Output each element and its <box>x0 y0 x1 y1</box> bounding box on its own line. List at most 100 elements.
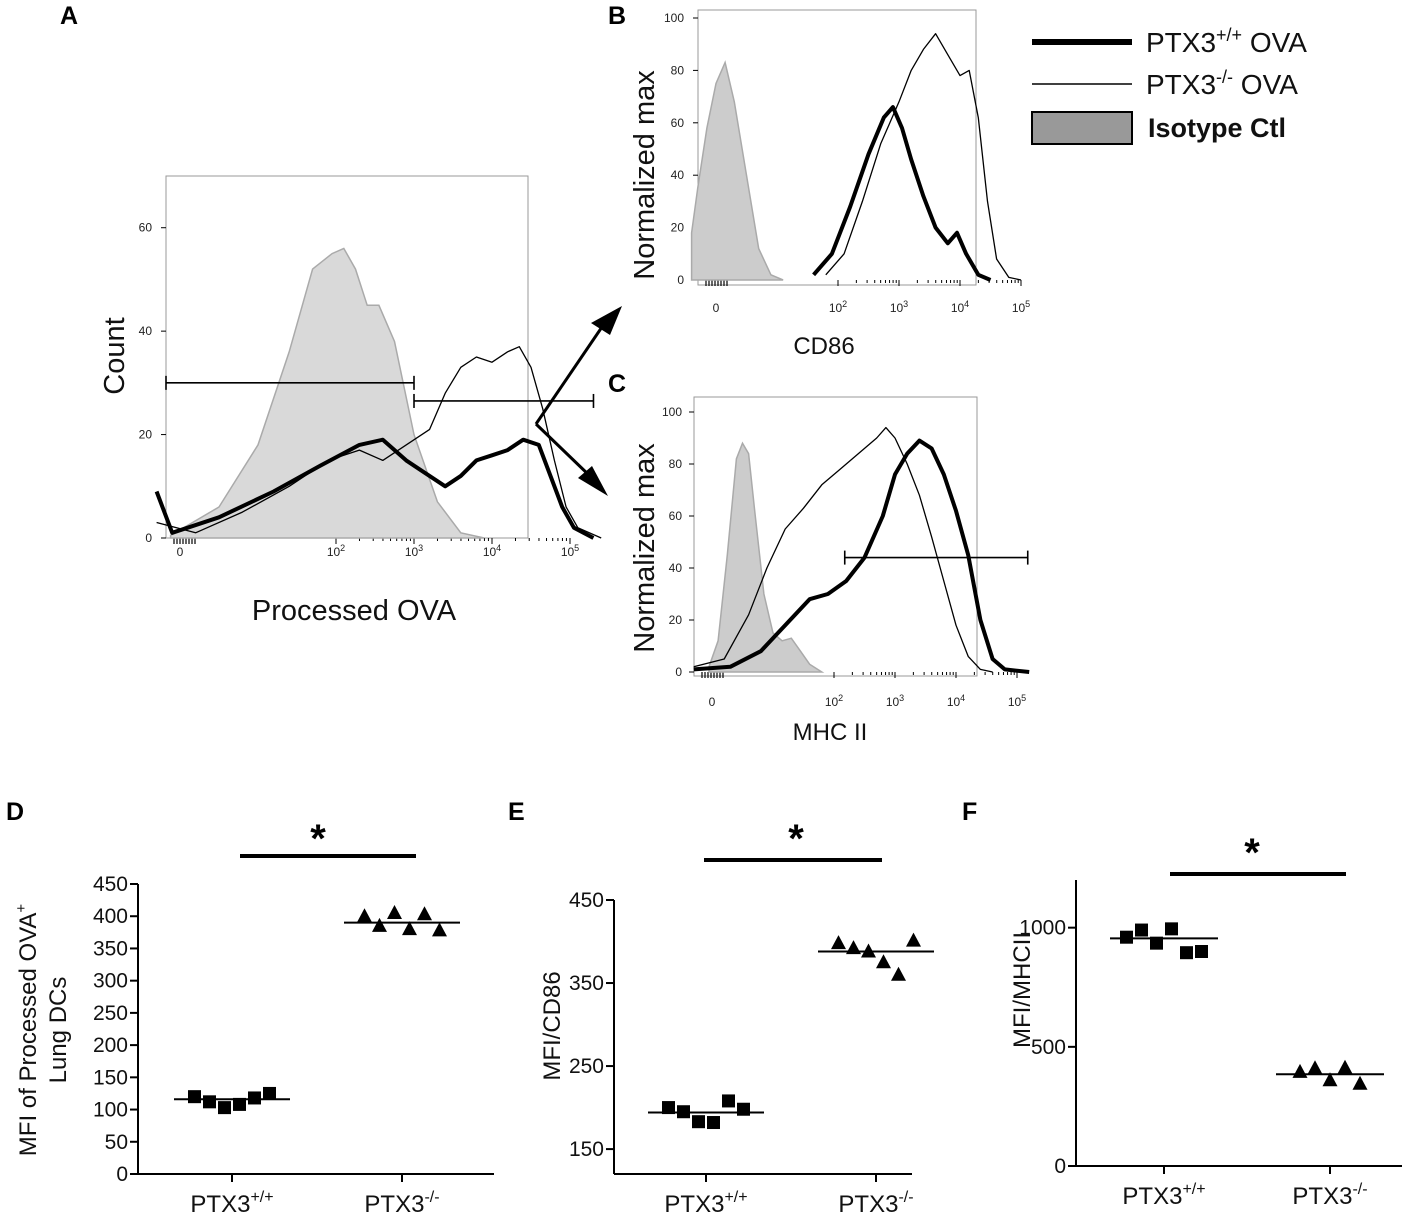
panel-e-category-label: PTX3+/+ <box>664 1189 747 1218</box>
panel-e-ytick-label: 250 <box>569 1055 604 1078</box>
panel-a-xtick-label: 0 <box>177 545 184 559</box>
panel-d-ylabel-line2: Lung DCs <box>45 977 72 1084</box>
panel-d-ytick-label: 200 <box>93 1034 128 1057</box>
panel-letter-c: C <box>608 370 626 398</box>
panel-a-xlabel: Processed OVA <box>252 595 457 627</box>
panel-d-data-point <box>263 1086 276 1100</box>
panel-e-data-point <box>737 1102 750 1116</box>
panel-b-ytick-label: 80 <box>671 63 685 77</box>
panel-b-ytick-label: 60 <box>671 116 685 130</box>
panel-f-significance: * <box>1244 831 1260 875</box>
panel-b-xtick-label: 103 <box>890 299 908 315</box>
panel-e-data-point <box>707 1116 720 1130</box>
legend-ko-label: PTX3-/- OVA <box>1146 67 1298 100</box>
panel-a-xtick-label: 102 <box>327 543 345 559</box>
panel-d-significance: * <box>310 817 326 861</box>
panel-f-ytick-label: 1000 <box>1019 917 1066 940</box>
panel-c-xtick-label: 102 <box>825 693 843 709</box>
panel-letter-e: E <box>508 798 525 826</box>
panel-c-ylabel: Normalized max <box>629 443 661 653</box>
panel-c-xtick-label: 103 <box>886 693 904 709</box>
arrow-to-c <box>534 422 594 480</box>
panel-f-data-point <box>1180 946 1193 960</box>
panel-d-data-point <box>188 1090 201 1104</box>
panel-b-frame <box>697 9 977 286</box>
panel-f-ytick-label: 0 <box>1054 1155 1066 1178</box>
panel-f-category-label: PTX3-/- <box>1292 1181 1367 1210</box>
panel-b-ytick-label: 20 <box>671 221 685 235</box>
panel-d-ytick-label: 0 <box>116 1163 128 1186</box>
panel-c-series-ptx3-wt <box>693 438 1030 674</box>
arrow-to-b-head <box>591 306 622 335</box>
panel-d-data-point <box>402 921 417 936</box>
panel-letter-b: B <box>608 2 626 30</box>
panel-f: 0 500 1000 PTX3+/+ PTX3-/- * MFI/MHCII <box>1009 831 1402 1210</box>
panel-d-data-point <box>203 1095 216 1109</box>
panel-letter-a: A <box>60 2 78 30</box>
panel-f-data-point <box>1120 930 1133 944</box>
panel-d-data-point <box>357 908 372 923</box>
panel-e: 150 250 350 450 PTX3+/+ PTX3-/- * MFI/CD86 <box>539 817 934 1218</box>
panel-a-curves <box>154 247 602 540</box>
panel-c-xlabel: MHC II <box>793 719 868 746</box>
arrow-to-c-head <box>578 466 608 496</box>
panel-b-ytick-label: 0 <box>677 273 684 287</box>
panel-d-data-point <box>248 1091 261 1105</box>
panel-e-data-point <box>692 1115 705 1129</box>
panel-d-category-label: PTX3-/- <box>364 1189 439 1218</box>
panel-d-data-point <box>417 906 432 921</box>
panel-e-category-label: PTX3-/- <box>838 1189 913 1218</box>
panel-f-data-point <box>1352 1075 1368 1090</box>
panel-f-data-point <box>1165 922 1178 936</box>
panel-d-data-point <box>218 1101 231 1115</box>
panel-e-ytick-label: 150 <box>569 1138 604 1161</box>
panel-d-ytick-label: 150 <box>93 1066 128 1089</box>
panel-letter-d: D <box>6 798 24 826</box>
panel-d-plot: 0 50 100 150 200 250 300 350 400 450 PTX3+/+ PTX3-/… <box>93 854 494 1218</box>
panel-f-ylabel: MFI/MHCII <box>1009 932 1036 1048</box>
panel-f-data-point <box>1195 945 1208 958</box>
panel-c-ytick-label: 0 <box>675 665 682 679</box>
panel-e-data-point <box>662 1101 675 1115</box>
arrows <box>534 306 622 496</box>
panel-c-ytick-label: 20 <box>669 613 683 627</box>
panel-c-series-isotype-ctl <box>708 441 825 673</box>
panel-e-ylabel: MFI/CD86 <box>539 971 566 1080</box>
panel-a-xtick-label: 103 <box>405 543 423 559</box>
panel-c-ytick-label: 80 <box>669 457 683 471</box>
panel-a-ytick-label: 20 <box>139 428 153 442</box>
panel-c-curves <box>693 426 1030 674</box>
panel-a-ytick-label: 40 <box>139 324 153 338</box>
panel-letter-f: F <box>962 798 977 826</box>
panel-c-xtick-label: 105 <box>1008 693 1026 709</box>
panel-c-frame <box>693 396 978 677</box>
panel-d-ytick-label: 250 <box>93 1002 128 1025</box>
panel-b-ytick-label: 40 <box>671 168 685 182</box>
panel-a-series-ptx3-ko <box>156 346 602 539</box>
panel-b-xtick-label: 102 <box>829 299 847 315</box>
panel-c-xtick-label: 0 <box>709 695 716 709</box>
panel-f-plot: 0 500 1000 PTX3+/+ PTX3-/- <box>1019 872 1402 1210</box>
legend-iso-swatch <box>1031 111 1133 145</box>
panel-f-data-point <box>1135 923 1148 937</box>
panel-f-data-point <box>1322 1072 1338 1087</box>
panel-c: 0 102 103 104 105 0 20 40 60 80 100 Normalized max… <box>629 396 1030 746</box>
panel-b-xtick-label: 104 <box>951 299 969 315</box>
panel-f-ytick-label: 500 <box>1031 1036 1066 1059</box>
panel-b-series-ptx3-wt <box>812 105 992 282</box>
panel-b-xlabel: CD86 <box>793 333 854 360</box>
panel-c-ytick-label: 40 <box>669 561 683 575</box>
panel-d-ylabel: MFI of Processed OVA+ <box>13 904 42 1157</box>
legend-iso-label: Isotype Ctl <box>1148 113 1286 143</box>
legend-wt-label: PTX3+/+ OVA <box>1146 25 1307 58</box>
panel-d-category-label: PTX3+/+ <box>190 1189 273 1218</box>
panel-f-category-label: PTX3+/+ <box>1122 1181 1205 1210</box>
panel-d-data-point <box>233 1097 246 1111</box>
panel-d-ytick-label: 400 <box>93 905 128 928</box>
panel-e-data-point <box>906 932 921 947</box>
panel-d-ytick-label: 350 <box>93 937 128 960</box>
panel-b-series-isotype-ctl <box>690 60 784 281</box>
panel-f-data-point <box>1337 1059 1353 1074</box>
legend: PTX3+/+ OVA PTX3-/- OVA Isotype Ctl <box>1031 25 1307 145</box>
